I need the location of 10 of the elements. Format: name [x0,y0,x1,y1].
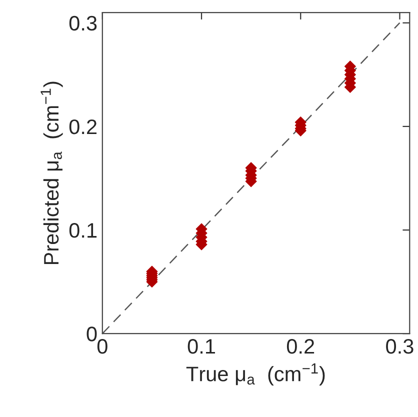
x-axis-title: True μ$_{a}$ (cm$^{−1}$) [186,363,325,386]
x-tick-label: 0.2 [286,339,314,354]
x-tick-label: 0.3 [386,339,414,354]
y-tick-label: 0.2 [69,119,97,134]
x-tick-label: 0 [97,339,108,354]
y-tick-label: 0.3 [69,16,97,31]
x-tick-label: 0.1 [188,339,215,354]
y-tick-label: 0 [86,326,97,342]
y-tick-label: 0.1 [69,223,97,238]
y-axis-title: Predicted μ$_{a}$ (cm$^{−1}$) [40,82,63,264]
